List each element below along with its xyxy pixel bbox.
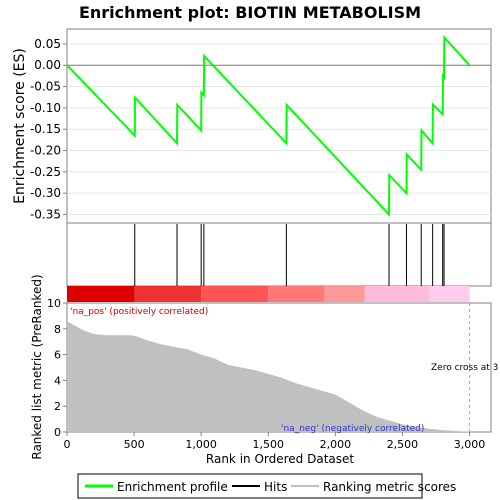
heatmap-segment — [201, 286, 269, 302]
legend: Enrichment profile Hits Ranking metric s… — [77, 473, 456, 499]
chart-title: Enrichment plot: BIOTIN METABOLISM — [79, 3, 421, 22]
rank-xtick-label: 2,500 — [387, 438, 419, 451]
rank-ytick-label: 4 — [54, 374, 61, 387]
heatmap-segment — [324, 286, 365, 302]
rank-xtick-label: 1,000 — [185, 438, 217, 451]
rank-xtick-label: 2,000 — [320, 438, 352, 451]
negative-correlated-label: 'na_neg' (negatively correlated) — [281, 424, 424, 434]
es-panel: 0.05 0.00 -0.05 -0.10 -0.15 -0.20 -0.25 -0.30 -0… — [12, 28, 492, 224]
positive-correlated-label: 'na_pos' (positively correlated) — [70, 307, 208, 317]
es-ytick-label: 0.05 — [34, 37, 61, 51]
rank-panel: 'na_pos' (positively correlated) 'na_neg… — [30, 274, 498, 466]
rank-ytick-label: 6 — [54, 349, 61, 362]
enrichment-profile-line — [66, 34, 471, 218]
rank-ytick-label: 0 — [54, 426, 61, 439]
legend-label-enrichment: Enrichment profile — [117, 480, 228, 494]
es-ytick-label: -0.15 — [30, 122, 61, 136]
es-ytick-label: -0.30 — [30, 186, 61, 200]
zero-cross-label: Zero cross at 3 — [431, 363, 498, 373]
legend-label-ranking: Ranking metric scores — [323, 480, 456, 494]
hits-panel — [66, 222, 492, 302]
rank-axis-label: Ranked list metric (PreRanked) — [30, 274, 44, 459]
rank-xtick-label: 3,000 — [454, 438, 486, 451]
es-ytick-label: -0.05 — [30, 80, 61, 94]
legend-label-hits: Hits — [264, 480, 287, 494]
heatmap-segment — [134, 286, 202, 302]
es-axis-label: Enrichment score (ES) — [12, 48, 28, 204]
heatmap-segment — [429, 286, 470, 302]
es-ytick-label: -0.20 — [30, 144, 61, 158]
rank-xtick-label: 0 — [64, 438, 71, 451]
rank-xtick-label: 500 — [124, 438, 145, 451]
es-ytick-label: -0.25 — [30, 165, 61, 179]
rank-xtick-label: 1,500 — [253, 438, 285, 451]
rank-ytick-label: 2 — [54, 400, 61, 413]
es-plot-frame — [66, 28, 492, 224]
rank-ytick-label: 10 — [47, 297, 61, 310]
es-ytick-label: -0.10 — [30, 101, 61, 115]
es-ytick-label: -0.35 — [30, 207, 61, 221]
heatmap-segment — [268, 286, 325, 302]
rank-ytick-label: 8 — [54, 323, 61, 336]
rank-x-axis-label: Rank in Ordered Dataset — [206, 452, 354, 466]
hits-frame — [66, 222, 492, 287]
ranking-metric-area — [67, 321, 470, 432]
heatmap-segment — [67, 286, 135, 302]
es-ytick-label: 0.00 — [34, 58, 61, 72]
heatmap-segment — [364, 286, 430, 302]
